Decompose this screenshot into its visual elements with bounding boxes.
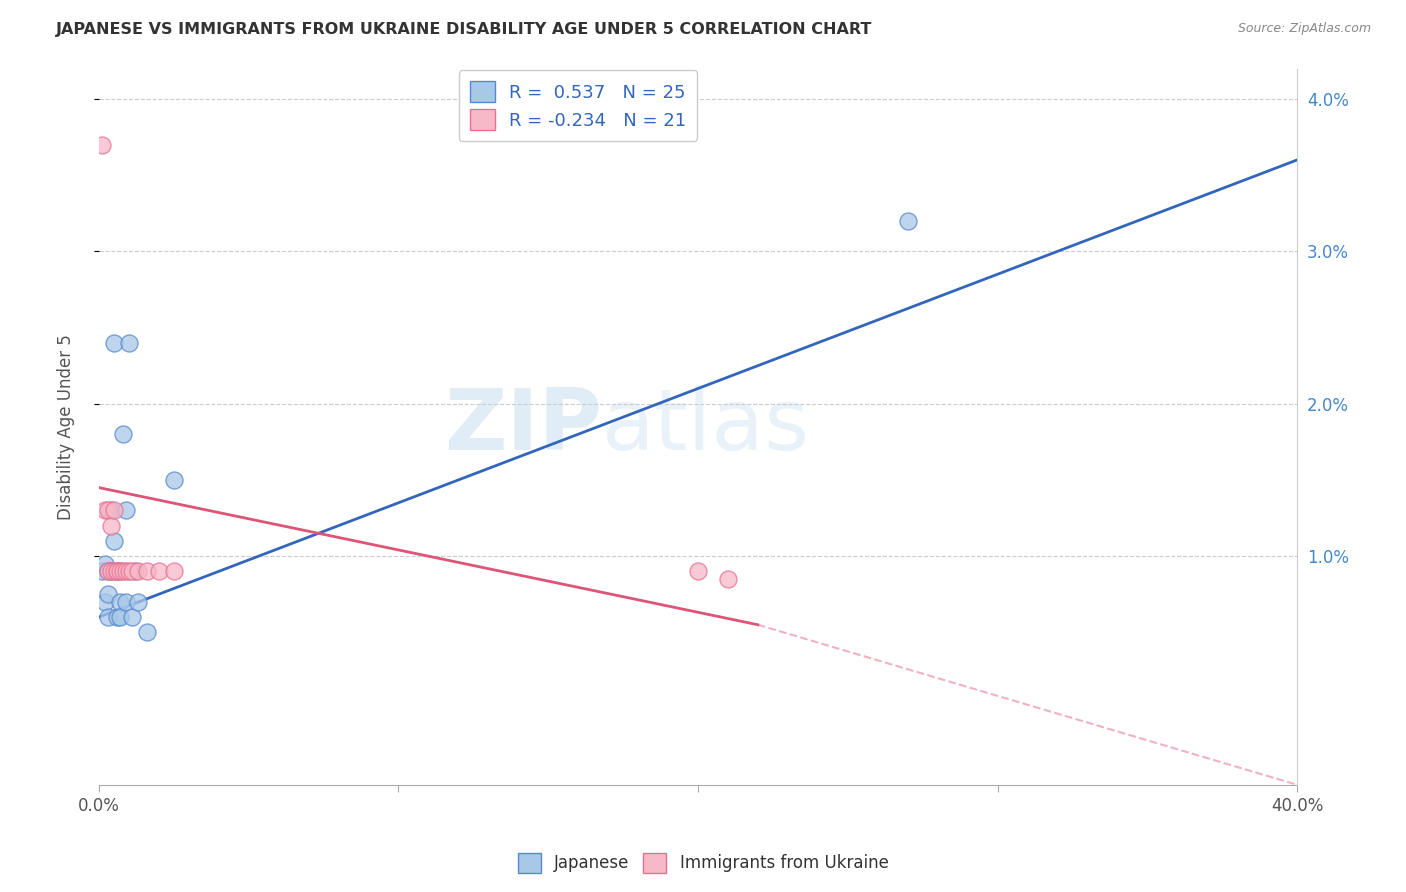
Point — [163, 565, 186, 579]
Point — [121, 565, 143, 579]
Text: ZIP: ZIP — [444, 385, 602, 468]
Point — [103, 533, 125, 548]
Legend: Japanese, Immigrants from Ukraine: Japanese, Immigrants from Ukraine — [510, 847, 896, 880]
Point — [114, 595, 136, 609]
Point — [100, 518, 122, 533]
Point — [103, 503, 125, 517]
Point — [127, 595, 149, 609]
Point — [94, 595, 117, 609]
Point — [97, 610, 120, 624]
Point — [100, 503, 122, 517]
Point — [105, 565, 128, 579]
Point — [103, 335, 125, 350]
Point — [717, 572, 740, 586]
Point — [97, 587, 120, 601]
Point — [94, 503, 117, 517]
Point — [118, 565, 141, 579]
Point — [111, 427, 134, 442]
Point — [97, 503, 120, 517]
Point — [108, 610, 131, 624]
Point — [114, 565, 136, 579]
Point — [118, 335, 141, 350]
Point — [90, 565, 112, 579]
Point — [114, 503, 136, 517]
Point — [111, 565, 134, 579]
Point — [90, 137, 112, 152]
Point — [148, 565, 170, 579]
Point — [105, 565, 128, 579]
Point — [108, 595, 131, 609]
Point — [897, 214, 920, 228]
Text: atlas: atlas — [602, 385, 810, 468]
Point — [124, 565, 146, 579]
Point — [686, 565, 709, 579]
Point — [163, 473, 186, 487]
Text: JAPANESE VS IMMIGRANTS FROM UKRAINE DISABILITY AGE UNDER 5 CORRELATION CHART: JAPANESE VS IMMIGRANTS FROM UKRAINE DISA… — [56, 22, 873, 37]
Point — [97, 565, 120, 579]
Point — [135, 565, 157, 579]
Point — [121, 610, 143, 624]
Point — [108, 565, 131, 579]
Point — [97, 565, 120, 579]
Point — [94, 557, 117, 571]
Point — [108, 565, 131, 579]
Point — [103, 565, 125, 579]
Y-axis label: Disability Age Under 5: Disability Age Under 5 — [58, 334, 75, 519]
Text: Source: ZipAtlas.com: Source: ZipAtlas.com — [1237, 22, 1371, 36]
Point — [105, 565, 128, 579]
Legend: R =  0.537   N = 25, R = -0.234   N = 21: R = 0.537 N = 25, R = -0.234 N = 21 — [458, 70, 697, 141]
Point — [135, 625, 157, 640]
Point — [100, 565, 122, 579]
Point — [100, 565, 122, 579]
Point — [127, 565, 149, 579]
Point — [105, 610, 128, 624]
